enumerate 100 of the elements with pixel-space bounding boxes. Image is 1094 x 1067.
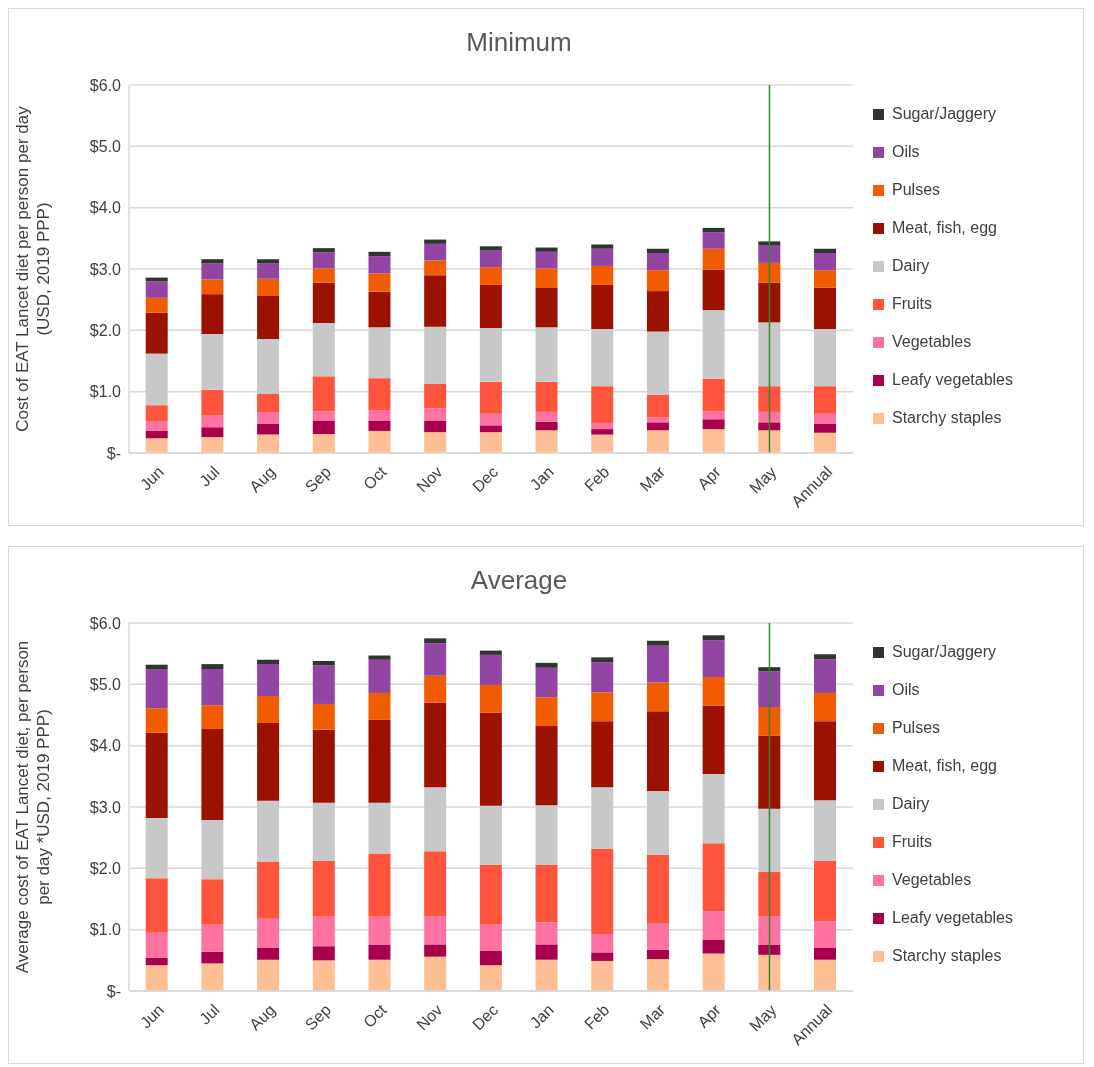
x-tick-label: Jan bbox=[526, 1001, 557, 1032]
x-tick-label: Oct bbox=[360, 1000, 391, 1031]
y-tick-label: $1.0 bbox=[89, 921, 122, 939]
y-tick-label: $2.0 bbox=[89, 860, 122, 878]
bar bbox=[646, 949, 669, 960]
bar bbox=[702, 429, 725, 453]
bar bbox=[145, 297, 168, 313]
y-tick-label: $5.0 bbox=[89, 138, 122, 156]
bar bbox=[758, 954, 781, 991]
bar bbox=[591, 787, 614, 849]
y-tick-label: $2.0 bbox=[89, 322, 122, 340]
bar bbox=[702, 232, 725, 249]
bar bbox=[424, 702, 447, 788]
bar bbox=[702, 419, 725, 430]
bar bbox=[591, 244, 614, 249]
bar bbox=[535, 268, 558, 289]
bar bbox=[368, 959, 391, 991]
x-tick-label: Aug bbox=[246, 463, 279, 496]
legend-label: Sugar/Jaggery bbox=[892, 105, 997, 123]
bar bbox=[312, 433, 335, 453]
bar bbox=[368, 945, 391, 960]
bar bbox=[368, 256, 391, 274]
bar bbox=[814, 659, 837, 693]
legend-label: Oils bbox=[892, 143, 920, 161]
bar bbox=[312, 268, 335, 283]
bar bbox=[814, 270, 837, 288]
bar bbox=[201, 334, 224, 390]
x-tick-label: Dec bbox=[469, 1001, 502, 1034]
x-tick-label: Jan bbox=[526, 463, 557, 494]
y-tick-label: $3.0 bbox=[89, 260, 122, 278]
bar bbox=[479, 805, 502, 865]
bar bbox=[535, 922, 558, 945]
bar bbox=[479, 950, 502, 966]
bar bbox=[591, 933, 614, 953]
bar bbox=[424, 243, 447, 261]
bar bbox=[368, 378, 391, 411]
legend-label: Fruits bbox=[892, 295, 932, 313]
bar bbox=[145, 664, 168, 670]
bar bbox=[758, 422, 781, 431]
bar bbox=[814, 959, 837, 991]
bar bbox=[312, 376, 335, 412]
bar bbox=[312, 252, 335, 269]
bar bbox=[758, 282, 781, 323]
bar bbox=[814, 860, 837, 922]
bar bbox=[201, 705, 224, 730]
bar bbox=[479, 413, 502, 426]
bar bbox=[257, 659, 280, 665]
bar bbox=[479, 425, 502, 433]
bar bbox=[535, 805, 558, 865]
bar bbox=[424, 326, 447, 384]
bar bbox=[424, 383, 447, 409]
legend-label: Pulses bbox=[892, 181, 941, 199]
bar bbox=[814, 921, 837, 948]
bar bbox=[312, 916, 335, 947]
bar bbox=[814, 432, 837, 453]
bar bbox=[201, 879, 224, 925]
bar bbox=[535, 726, 558, 806]
legend-label: Dairy bbox=[892, 795, 930, 813]
bar bbox=[646, 417, 669, 423]
x-tick-label: Aug bbox=[246, 1001, 279, 1034]
bar bbox=[368, 719, 391, 803]
bar bbox=[535, 288, 558, 328]
bar bbox=[257, 295, 280, 339]
legend-label: Sugar/Jaggery bbox=[892, 643, 997, 661]
bar bbox=[591, 329, 614, 387]
bar bbox=[535, 697, 558, 727]
bar bbox=[702, 953, 725, 991]
bar bbox=[702, 378, 725, 412]
bar bbox=[591, 422, 614, 430]
bar bbox=[646, 645, 669, 683]
bar bbox=[201, 415, 224, 428]
x-tick-label: Sep bbox=[301, 1001, 335, 1034]
bar bbox=[535, 421, 558, 431]
bar bbox=[479, 864, 502, 925]
bar bbox=[145, 818, 168, 879]
bar bbox=[535, 381, 558, 412]
bar bbox=[312, 946, 335, 961]
bar bbox=[201, 263, 224, 280]
bar bbox=[145, 708, 168, 733]
legend-label: Pulses bbox=[892, 719, 941, 737]
bar bbox=[312, 703, 335, 730]
chart-title: Minimum bbox=[465, 27, 573, 58]
bar bbox=[758, 945, 781, 955]
bar bbox=[535, 944, 558, 960]
bar bbox=[814, 947, 837, 960]
bar bbox=[646, 959, 669, 991]
bar bbox=[535, 430, 558, 453]
bar bbox=[646, 253, 669, 271]
bar bbox=[145, 421, 168, 431]
bar bbox=[591, 692, 614, 722]
x-tick-label: Nov bbox=[413, 1001, 446, 1034]
bar bbox=[257, 259, 280, 264]
x-tick-label: Feb bbox=[581, 463, 613, 495]
bar bbox=[145, 965, 168, 991]
bar bbox=[591, 429, 614, 435]
bar bbox=[702, 640, 725, 677]
bar bbox=[646, 682, 669, 712]
bar bbox=[424, 916, 447, 945]
bar bbox=[702, 269, 725, 311]
legend-label: Leafy vegetables bbox=[892, 909, 1013, 927]
